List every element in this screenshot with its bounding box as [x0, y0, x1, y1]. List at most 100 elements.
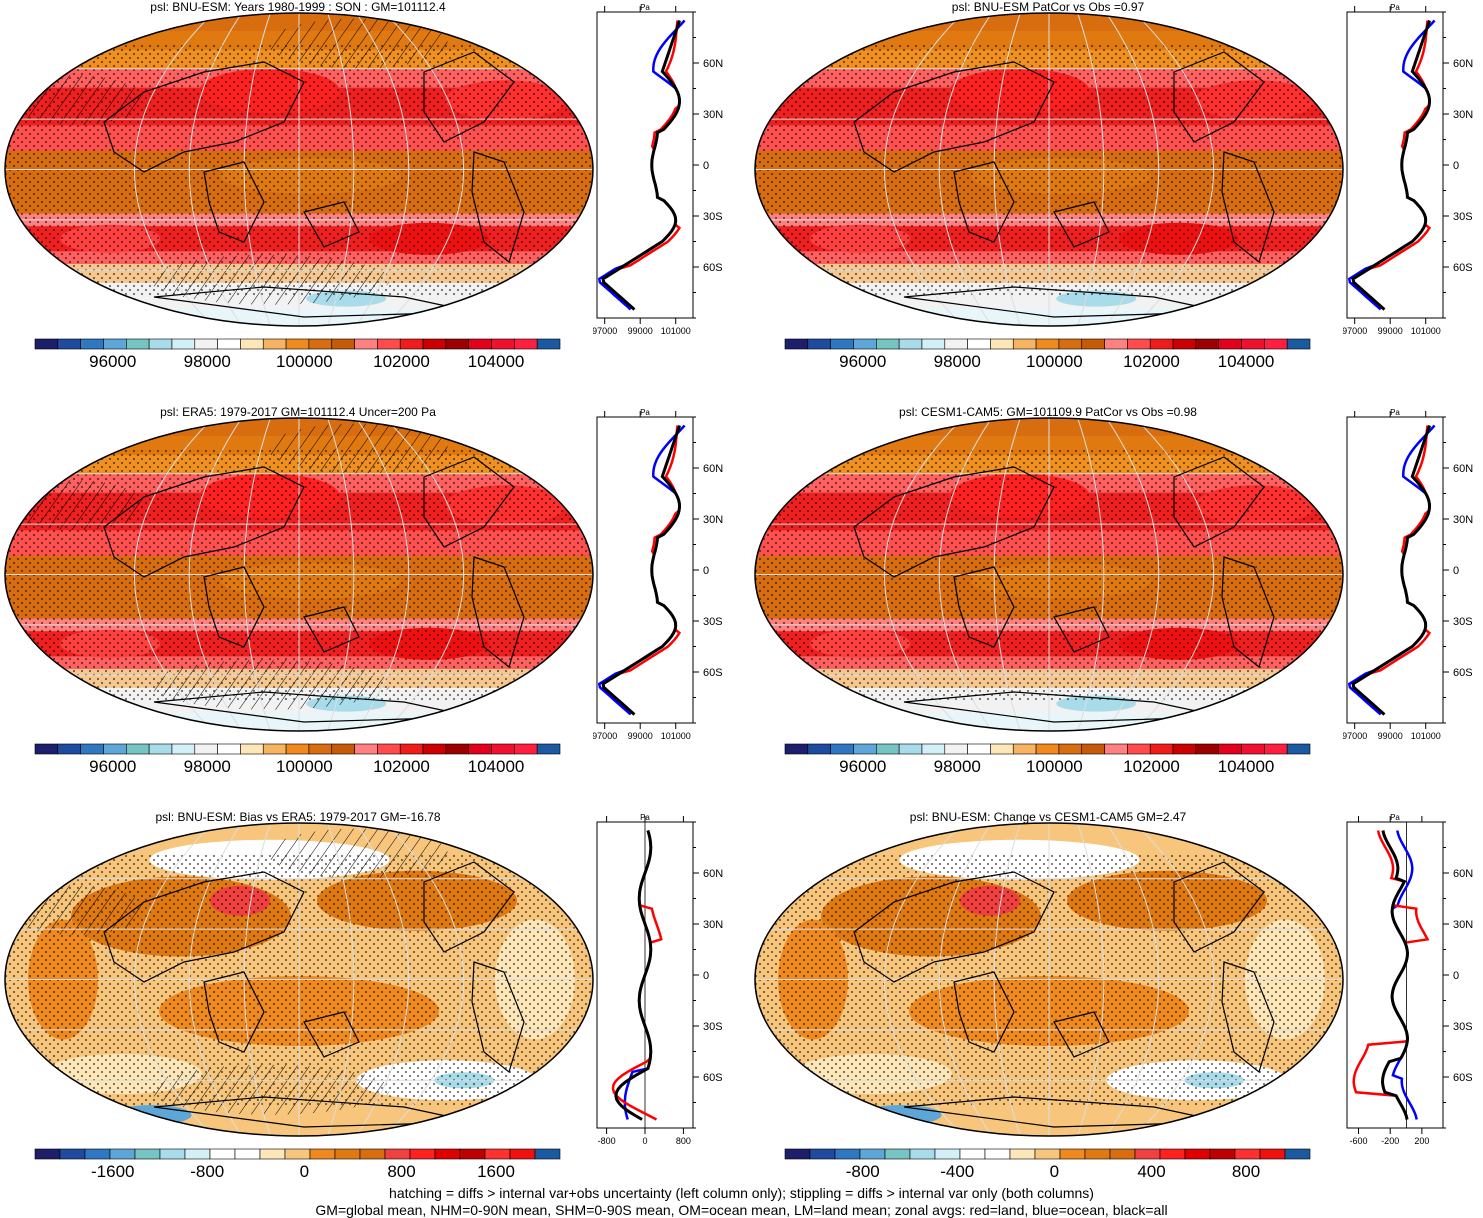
colorbar-tick-label: 100000 — [1026, 352, 1083, 371]
colorbar-swatch — [1159, 1148, 1186, 1160]
colorbar-swatch — [103, 743, 127, 755]
colorbar-swatch — [1209, 1148, 1236, 1160]
colorbar-tick-label: 98000 — [933, 352, 981, 371]
longitude-gridline — [938, 418, 993, 731]
zonal-ytick-label: 0 — [1453, 565, 1459, 577]
colorbar-tick-label: 102000 — [1123, 757, 1180, 776]
coastline — [153, 691, 475, 723]
longitude-gridline — [884, 13, 965, 326]
zonal-ytick-label: 30N — [703, 109, 723, 121]
longitude-gridline — [188, 823, 243, 1136]
colorbar-swatch — [1081, 338, 1105, 350]
coastline — [471, 556, 525, 669]
colorbar-swatch — [1241, 338, 1265, 350]
longitude-gridline — [1133, 13, 1214, 326]
colorbar-swatch — [898, 743, 923, 755]
colorbar-swatch — [194, 743, 218, 755]
zonal-mean-plot: Pa 60N 30N 0 30S 60S 97000 99000 101000 — [593, 3, 723, 336]
zonal-line-all — [1351, 425, 1432, 716]
coastline — [423, 861, 515, 953]
colorbar-swatch — [217, 338, 241, 350]
colorbar-tick-label: 0 — [299, 1162, 310, 1181]
colorbar-tick-label: 102000 — [1123, 352, 1180, 371]
zonal-xtick-label: -200 — [1381, 1136, 1399, 1146]
map-plot — [4, 417, 594, 732]
zonal-ytick-label: 60N — [703, 463, 723, 475]
coastline — [853, 871, 1055, 983]
colorbar-swatch — [1084, 1148, 1111, 1160]
zonal-ytick-label: 60N — [1453, 58, 1473, 70]
hatching — [5, 480, 145, 531]
panel-title: psl: BNU-ESM PatCor vs Obs =0.97 — [951, 0, 1145, 14]
colorbar-swatch — [57, 743, 81, 755]
coastline — [1221, 151, 1275, 264]
zonal-line-all — [614, 830, 653, 1121]
map-border — [4, 822, 594, 1137]
colorbar-tick-label: 0 — [1049, 1162, 1060, 1181]
zonal-ytick-label: 60S — [1453, 262, 1473, 274]
colorbar-swatch — [209, 1148, 236, 1160]
zonal-xtick-label: -800 — [598, 1136, 616, 1146]
map-plot — [754, 417, 1344, 732]
colorbar-tick-label: 1600 — [477, 1162, 515, 1181]
colorbar-swatch — [1104, 743, 1128, 755]
colorbar-tick-label: 98000 — [933, 757, 981, 776]
zonal-xtick-label: 101000 — [1411, 326, 1441, 336]
colorbar-tick-label: 400 — [1137, 1162, 1166, 1181]
zonal-ytick-label: 60S — [1453, 667, 1473, 679]
longitude-gridline — [326, 13, 355, 326]
colorbar-labels: -800 -400 0 400 800 — [784, 1162, 1309, 1184]
footer-note-2: GM=global mean, NHM=0-90N mean, SHM=0-90… — [315, 1202, 1168, 1218]
zonal-xtick-label: 0 — [642, 1136, 647, 1146]
colorbar-swatch — [84, 1148, 111, 1160]
zonal-ytick-label: 30S — [1453, 211, 1473, 223]
colorbar-tick-label: 104000 — [1217, 757, 1275, 776]
colorbar-swatch — [445, 338, 469, 350]
colorbar-swatch — [308, 743, 333, 755]
longitude-gridline — [993, 13, 1022, 326]
colorbar-swatch — [259, 1148, 286, 1160]
colorbar-swatch — [784, 338, 809, 350]
colorbar-swatch — [484, 1148, 511, 1160]
coastline — [153, 1096, 475, 1128]
colorbar-swatch — [1012, 338, 1037, 350]
zonal-unit: Pa — [1390, 813, 1400, 822]
colorbar-swatch — [1035, 338, 1060, 350]
zonal-line-land — [1352, 830, 1430, 1120]
colorbar-swatch — [514, 338, 538, 350]
longitude-gridline — [383, 13, 464, 326]
zonal-mean-plot: Pa 60N 30N 0 30S 60S 97000 99000 101000 — [593, 408, 723, 741]
colorbar-swatch — [80, 743, 104, 755]
colorbar-swatch — [1284, 1148, 1311, 1160]
colorbar-swatch — [830, 338, 854, 350]
panel-title: psl: ERA5: 1979-2017 GM=101112.4 Uncer=2… — [160, 405, 436, 419]
colorbar-swatch — [944, 743, 968, 755]
colorbar-swatch — [1081, 743, 1105, 755]
coastline — [103, 61, 305, 173]
colorbar-swatch — [285, 743, 310, 755]
colorbar-tick-label: 96000 — [89, 757, 137, 776]
colorbar — [34, 338, 561, 350]
zonal-xtick-label: 99000 — [628, 326, 653, 336]
zonal-line-land — [1351, 20, 1432, 311]
zonal-line-ocean — [1347, 424, 1436, 716]
colorbar-swatch — [990, 338, 1014, 350]
colorbar-swatch — [1104, 338, 1128, 350]
zonal-line-ocean — [597, 424, 686, 716]
hatching — [268, 423, 448, 474]
longitude-gridline — [326, 823, 355, 1136]
colorbar-swatch — [1264, 338, 1288, 350]
colorbar-swatch — [445, 743, 469, 755]
colorbar-swatch — [354, 338, 378, 350]
longitude-gridline — [1105, 13, 1160, 326]
colorbar-swatch — [1195, 743, 1219, 755]
longitude-gridline — [938, 823, 993, 1136]
zonal-xtick-label: 101000 — [661, 326, 691, 336]
colorbar-swatch — [809, 1148, 836, 1160]
colorbar-swatch — [1009, 1148, 1036, 1160]
longitude-gridline — [1076, 418, 1105, 731]
longitude-gridline — [993, 823, 1022, 1136]
colorbar-swatch — [959, 1148, 986, 1160]
colorbar-swatch — [422, 338, 447, 350]
longitude-gridline — [1076, 13, 1105, 326]
